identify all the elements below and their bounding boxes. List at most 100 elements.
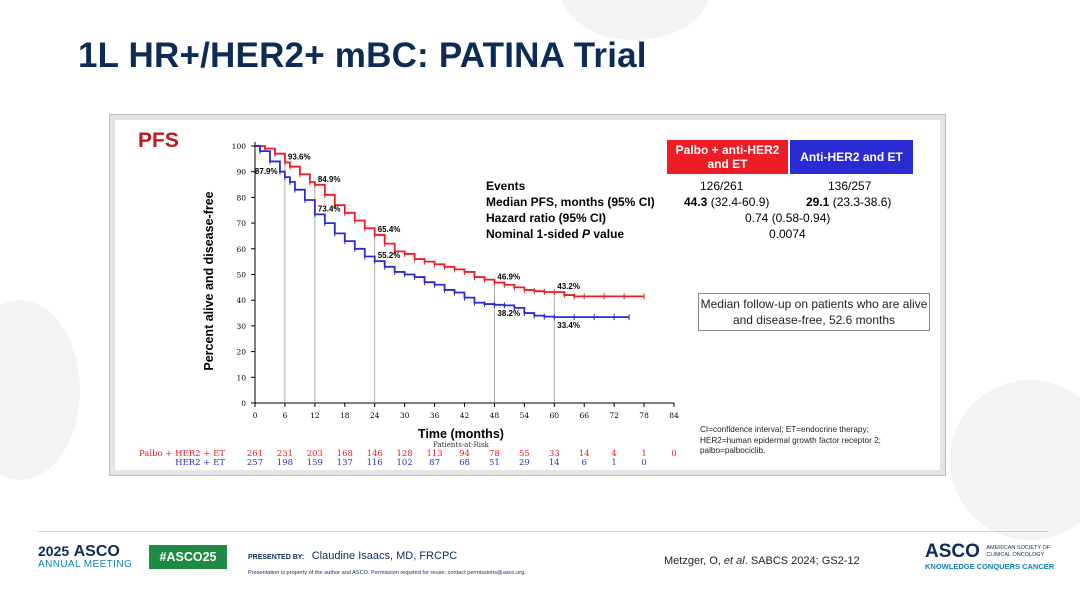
palbo-arm-risk-count: 1 <box>641 449 646 459</box>
presented-by-label: PRESENTED BY: <box>248 554 305 561</box>
presentation-disclaimer: Presentation is property of the author a… <box>248 570 526 576</box>
control-arm-risk-count: 159 <box>307 458 323 468</box>
control-arm-risk-count: 257 <box>247 458 263 468</box>
asco-full-name: AMERICAN SOCIETY OF CLINICAL ONCOLOGY <box>986 545 1050 558</box>
stats-right-ci: (23.3-38.6) <box>832 195 892 209</box>
y-tick-label: 50 <box>236 271 246 280</box>
followup-note: Median follow-up on patients who are ali… <box>698 293 930 331</box>
palbo-arm-risk-count: 113 <box>426 449 442 459</box>
at-risk-title: Patients-at-Risk <box>433 441 489 449</box>
header-control-arm: Anti-HER2 and ET <box>790 140 913 174</box>
control-arm-risk-count: 137 <box>337 458 353 468</box>
stats-label: Median PFS, months (95% CI) <box>486 195 655 209</box>
x-tick-label: 78 <box>639 411 649 420</box>
palbo-arm-risk-count: 168 <box>337 449 353 459</box>
stats-right-value: 136/257 <box>828 179 872 193</box>
control-arm-risk-count: 198 <box>277 458 293 468</box>
chart-series <box>255 145 645 321</box>
citation-post: . SABCS 2024; GS2-12 <box>744 555 860 567</box>
stats-left-median: 44.3 <box>684 195 708 209</box>
citation-italic: et al <box>723 555 745 567</box>
slide-title: 1L HR+/HER2+ mBC: PATINA Trial <box>78 36 647 75</box>
x-tick-label: 72 <box>609 411 619 420</box>
footnote: CI=confidence interval; ET=endocrine the… <box>700 425 881 455</box>
control-arm-risk-count: 14 <box>549 458 560 468</box>
x-tick-label: 36 <box>430 411 440 420</box>
y-tick-label: 60 <box>236 245 246 254</box>
y-tick-label: 100 <box>232 142 247 151</box>
asco-full-line1: AMERICAN SOCIETY OF <box>986 545 1051 551</box>
control-arm-risk-count: 102 <box>397 458 413 468</box>
x-tick-label: 24 <box>370 411 380 420</box>
presenter-name: Claudine Isaacs, MD, FRCPC <box>311 550 458 562</box>
chart-axes: 0 10 20 30 40 50 60 70 80 90 100 0 6 12 18 24 30 36 42 48 54… <box>232 142 679 420</box>
meeting-org: ASCO <box>73 543 120 560</box>
stats-right-median: 29.1 <box>806 195 830 209</box>
stats-label: Events <box>486 179 526 193</box>
palbo-arm-risk-count: 261 <box>247 449 263 459</box>
palbo-arm-annotation: 65.4% <box>378 225 401 234</box>
asco-logo-text: ASCO <box>925 541 980 562</box>
x-axis-label: Time (months) <box>418 427 504 441</box>
stats-center-value: 0.74 (0.58-0.94) <box>745 211 831 225</box>
palbo-arm-annotation: 93.6% <box>288 152 311 161</box>
presenter-block: PRESENTED BY: Claudine Isaacs, MD, FRCPC… <box>248 546 526 576</box>
palbo-arm-annotation: 84.9% <box>318 175 341 184</box>
palbo-arm-annotation: 43.2% <box>557 282 580 291</box>
control-arm-risk-count: 87 <box>429 458 440 468</box>
control-arm-risk-count: 68 <box>459 458 470 468</box>
control-arm-annotation: 55.2% <box>378 251 401 260</box>
palbo-arm-risk-count: 231 <box>277 449 293 459</box>
x-tick-label: 48 <box>490 411 500 420</box>
x-tick-label: 54 <box>520 411 530 420</box>
control-arm-annotation: 33.4% <box>557 321 580 330</box>
chart-title: PFS <box>138 129 179 152</box>
x-tick-label: 12 <box>310 411 320 420</box>
hashtag-badge: #ASCO25 <box>149 545 227 569</box>
control-arm-risk-count: 51 <box>489 458 500 468</box>
asco-logo: ASCO AMERICAN SOCIETY OF CLINICAL ONCOLO… <box>925 541 1054 571</box>
palbo-arm-risk-count: 146 <box>367 449 383 459</box>
palbo-arm-risk-count: 203 <box>307 449 323 459</box>
stats-right-value-group: 29.1 (23.3-38.6) <box>806 195 891 209</box>
y-tick-label: 90 <box>236 168 246 177</box>
control-arm-annotation: 87.9% <box>255 167 278 176</box>
control-arm-annotation: 73.4% <box>318 204 341 213</box>
meeting-name: ANNUAL MEETING <box>38 559 133 570</box>
palbo-arm-annotation: 46.9% <box>497 272 520 281</box>
asco-full-line2: CLINICAL ONCOLOGY <box>986 551 1045 558</box>
control-arm-risk-label: HER2 + ET <box>175 458 225 468</box>
stats-label-italic: P <box>582 227 591 241</box>
x-tick-label: 60 <box>550 411 560 420</box>
palbo-arm-risk-count: 78 <box>489 449 500 459</box>
control-arm-annotation: 38.2% <box>497 309 520 318</box>
x-tick-label: 66 <box>579 411 589 420</box>
citation-pre: Metzger, O, <box>664 555 724 567</box>
control-arm-risk-count: 1 <box>611 458 616 468</box>
at-risk-table: Palbo + HER2 + ET 261 231 203 168 146 128 113 94… <box>139 449 677 468</box>
y-tick-label: 20 <box>236 348 246 357</box>
y-tick-label: 70 <box>236 219 246 228</box>
y-axis-label: Percent alive and disease-free <box>202 191 216 370</box>
asco-tagline: KNOWLEDGE CONQUERS CANCER <box>925 562 1055 571</box>
stats-label-pre: Nominal 1-sided <box>486 227 583 241</box>
stats-left-value-group: 44.3 (32.4-60.9) <box>684 195 769 209</box>
palbo-arm-risk-label: Palbo + HER2 + ET <box>139 449 225 459</box>
palbo-arm-risk-count: 33 <box>549 449 560 459</box>
stats-label-post: value <box>590 227 625 241</box>
stats-left-ci: (32.4-60.9) <box>710 195 770 209</box>
control-arm-risk-count: 0 <box>641 458 646 468</box>
palbo-arm-risk-count: 94 <box>459 449 470 459</box>
meeting-year: 2025 <box>38 543 70 559</box>
data-labels: 93.6% 84.9% 65.4% 46.9% 43.2% 87.9% 73.4% 55.2%… <box>255 152 580 330</box>
x-tick-label: 18 <box>340 411 350 420</box>
citation: Metzger, O, et al. SABCS 2024; GS2-12 <box>664 555 860 567</box>
stats-label: Hazard ratio (95% CI) <box>486 211 607 225</box>
palbo-arm-risk-count: 4 <box>611 449 616 459</box>
y-tick-label: 80 <box>236 193 246 202</box>
y-tick-label: 0 <box>241 399 246 408</box>
stats-label: Nominal 1-sided P value <box>486 227 624 241</box>
x-tick-label: 0 <box>253 411 258 420</box>
palbo-arm-risk-count: 128 <box>397 449 413 459</box>
